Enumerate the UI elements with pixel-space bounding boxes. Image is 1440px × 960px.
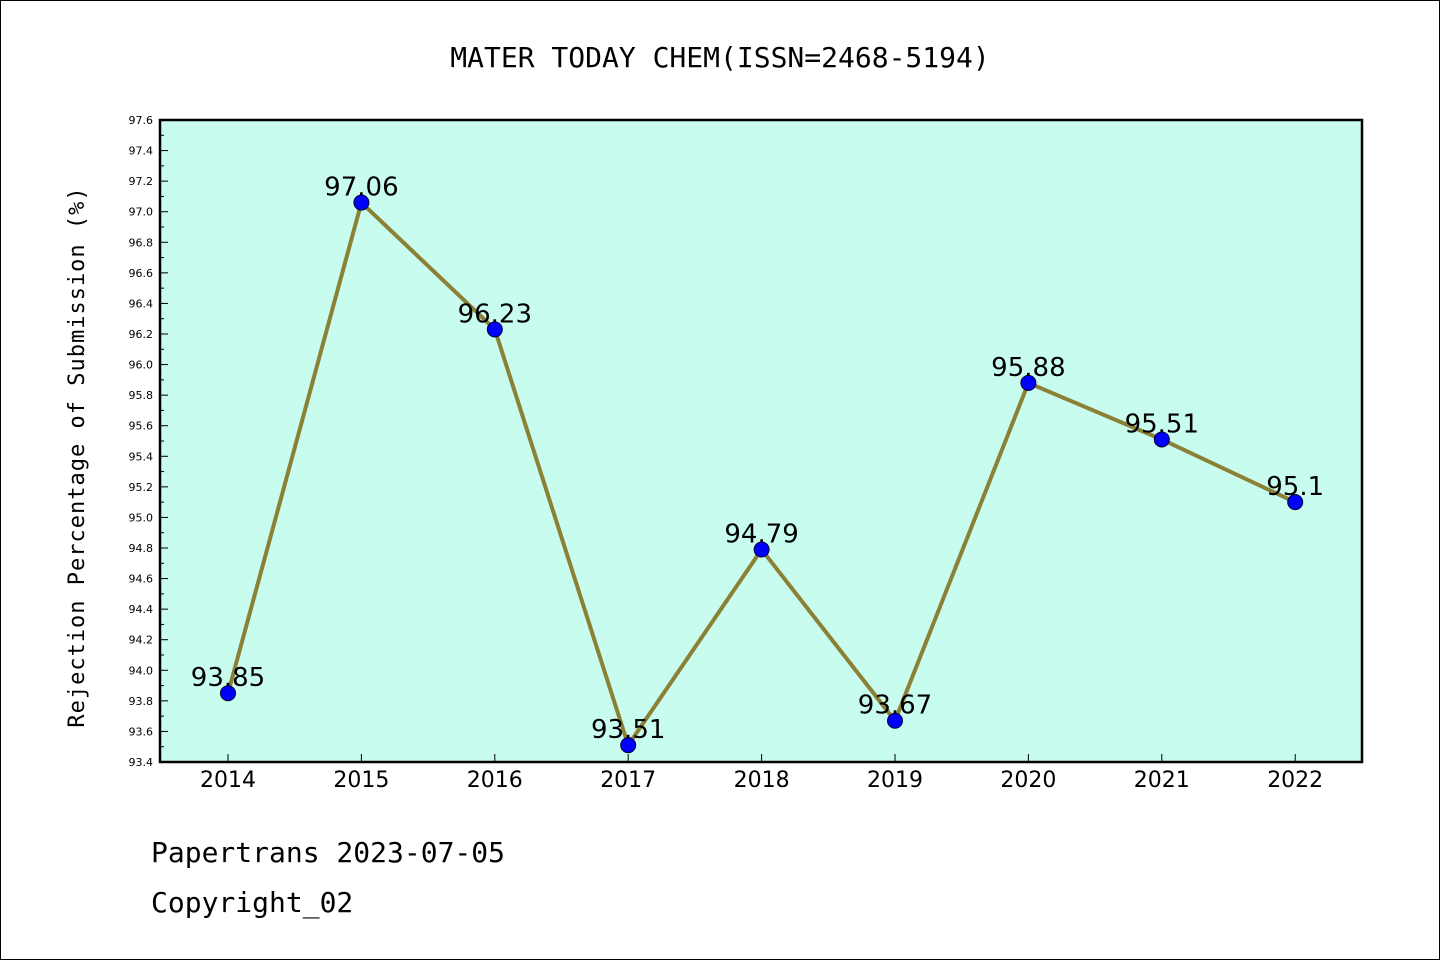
y-tick-label: 97.2: [129, 175, 154, 188]
x-tick-label: 2014: [200, 768, 256, 793]
y-tick-label: 97.0: [129, 206, 154, 219]
y-tick-label: 96.4: [129, 297, 154, 310]
y-tick-label: 94.4: [129, 603, 154, 616]
x-tick-label: 2022: [1267, 768, 1323, 793]
data-point: [1020, 374, 1037, 391]
x-tick-label: 2021: [1134, 768, 1190, 793]
data-point: [220, 685, 236, 702]
data-label: 97.06: [324, 173, 398, 203]
y-tick-label: 96.0: [129, 359, 154, 372]
y-tick-label: 94.0: [129, 664, 154, 677]
y-tick-label: 95.2: [129, 481, 154, 494]
data-point: [753, 541, 770, 558]
plot-area: [158, 118, 1364, 764]
y-tick-label: 93.8: [129, 695, 154, 708]
footer-copyright: Copyright_02: [151, 886, 354, 919]
y-tick-label: 96.8: [129, 236, 154, 249]
data-label: 95.51: [1125, 409, 1199, 439]
data-labels: 93.85 97.06 96.23 93.51 94.79 93.67 95.88 95.51…: [191, 173, 1324, 746]
x-axis: 2014 2015 2016 2017 2018 2019 2020 2021 2022: [200, 754, 1323, 793]
data-label: 93.67: [858, 691, 932, 721]
y-tick-label: 94.2: [129, 634, 154, 647]
y-tick-label: 95.4: [129, 450, 154, 463]
data-point: [620, 737, 637, 754]
y-tick-label: 94.6: [129, 573, 154, 586]
y-tick-label: 93.6: [129, 725, 154, 738]
x-tick-label: 2020: [1000, 768, 1056, 793]
data-label: 93.51: [591, 715, 665, 745]
y-axis-label: Rejection Percentage of Submission (%): [65, 186, 90, 727]
data-label: 95.88: [991, 353, 1065, 383]
chart-title: MATER TODAY CHEM(ISSN=2468-5194): [450, 41, 989, 74]
data-point: [486, 321, 503, 338]
data-label: 95.1: [1266, 472, 1324, 502]
y-axis: 93.4 93.6 93.8 94.0 94.2 94.4 94.6 94.8 95.0 95.2…: [129, 114, 168, 769]
x-tick-label: 2018: [734, 768, 790, 793]
y-tick-label: 97.4: [129, 145, 154, 158]
data-point: [353, 194, 370, 211]
y-tick-label: 96.2: [129, 328, 154, 341]
data-point: [1153, 431, 1170, 448]
data-label: 93.85: [191, 663, 265, 693]
x-tick-label: 2015: [333, 768, 389, 793]
footer-source: Papertrans 2023-07-05: [151, 836, 506, 869]
y-tick-label: 94.8: [129, 542, 154, 555]
data-label: 94.79: [724, 520, 798, 550]
x-tick-label: 2016: [467, 768, 523, 793]
data-point: [1287, 494, 1304, 511]
data-label: 96.23: [458, 299, 532, 329]
y-tick-label: 93.4: [129, 756, 154, 769]
x-tick-label: 2017: [600, 768, 656, 793]
y-tick-label: 96.6: [129, 267, 154, 280]
y-tick-label: 95.6: [129, 420, 154, 433]
data-point: [887, 712, 903, 729]
y-tick-label: 95.0: [129, 511, 154, 524]
series-rejection-rate: [220, 194, 1304, 754]
x-tick-label: 2019: [867, 768, 923, 793]
y-tick-label: 97.6: [129, 114, 154, 127]
y-tick-label: 95.8: [129, 389, 154, 402]
